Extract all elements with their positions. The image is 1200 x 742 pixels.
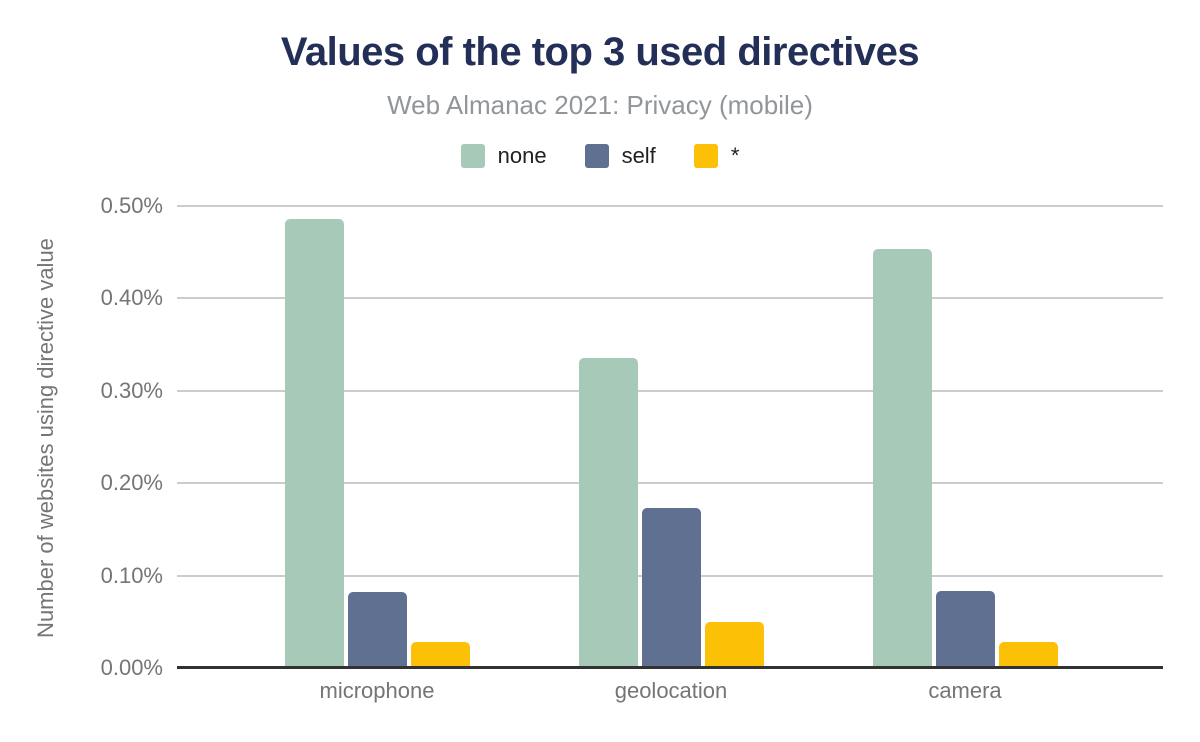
gridline-0.20% bbox=[177, 482, 1163, 485]
legend-swatch-none bbox=[460, 144, 485, 168]
legend-item-self: self bbox=[584, 143, 656, 169]
chart-subtitle: Web Almanac 2021: Privacy (mobile) bbox=[387, 90, 813, 120]
plot-area bbox=[177, 205, 1163, 669]
x-axis-labels: microphone geolocation camera bbox=[230, 678, 1112, 704]
x-axis-line bbox=[177, 666, 1163, 669]
bar-geolocation-star bbox=[704, 621, 764, 668]
bar-group-microphone bbox=[230, 206, 524, 668]
gridline-0.30% bbox=[177, 389, 1163, 392]
legend-swatch-self bbox=[584, 144, 609, 168]
y-tick-0.10%: 0.10% bbox=[100, 562, 163, 588]
y-tick-0.40%: 0.40% bbox=[100, 285, 163, 311]
y-tick-0.20%: 0.20% bbox=[100, 470, 163, 496]
bar-microphone-star bbox=[410, 642, 470, 668]
bar-microphone-none bbox=[284, 218, 344, 668]
legend-swatch-star bbox=[693, 144, 718, 168]
gridline-0.50% bbox=[177, 205, 1163, 207]
legend-item-none: none bbox=[460, 143, 547, 169]
y-tick-0.30%: 0.30% bbox=[100, 377, 163, 403]
legend: none self * bbox=[0, 143, 1200, 169]
bar-geolocation-none bbox=[578, 358, 638, 668]
x-label-microphone: microphone bbox=[319, 678, 435, 703]
bar-group-geolocation bbox=[524, 206, 818, 668]
legend-label-self: self bbox=[621, 143, 656, 168]
y-axis-ticks: 0.00% 0.10% 0.20% 0.30% 0.40% 0.50% bbox=[0, 195, 163, 679]
y-tick-0.00%: 0.00% bbox=[100, 655, 163, 680]
bar-group-camera bbox=[818, 206, 1112, 668]
legend-label-none: none bbox=[497, 143, 547, 168]
bars-row bbox=[230, 206, 1112, 668]
gridline-0.40% bbox=[177, 297, 1163, 300]
bar-camera-none bbox=[872, 249, 932, 668]
y-tick-0.50%: 0.50% bbox=[100, 193, 163, 218]
chart-title: Values of the top 3 used directives bbox=[280, 30, 920, 74]
bar-camera-self bbox=[935, 591, 995, 668]
x-label-camera: camera bbox=[928, 678, 1002, 703]
legend-label-star: * bbox=[730, 143, 740, 168]
bar-microphone-self bbox=[347, 592, 407, 668]
bar-camera-star bbox=[998, 642, 1058, 668]
bar-geolocation-self bbox=[641, 508, 701, 668]
legend-item-star: * bbox=[693, 143, 740, 169]
x-label-geolocation: geolocation bbox=[614, 678, 728, 703]
